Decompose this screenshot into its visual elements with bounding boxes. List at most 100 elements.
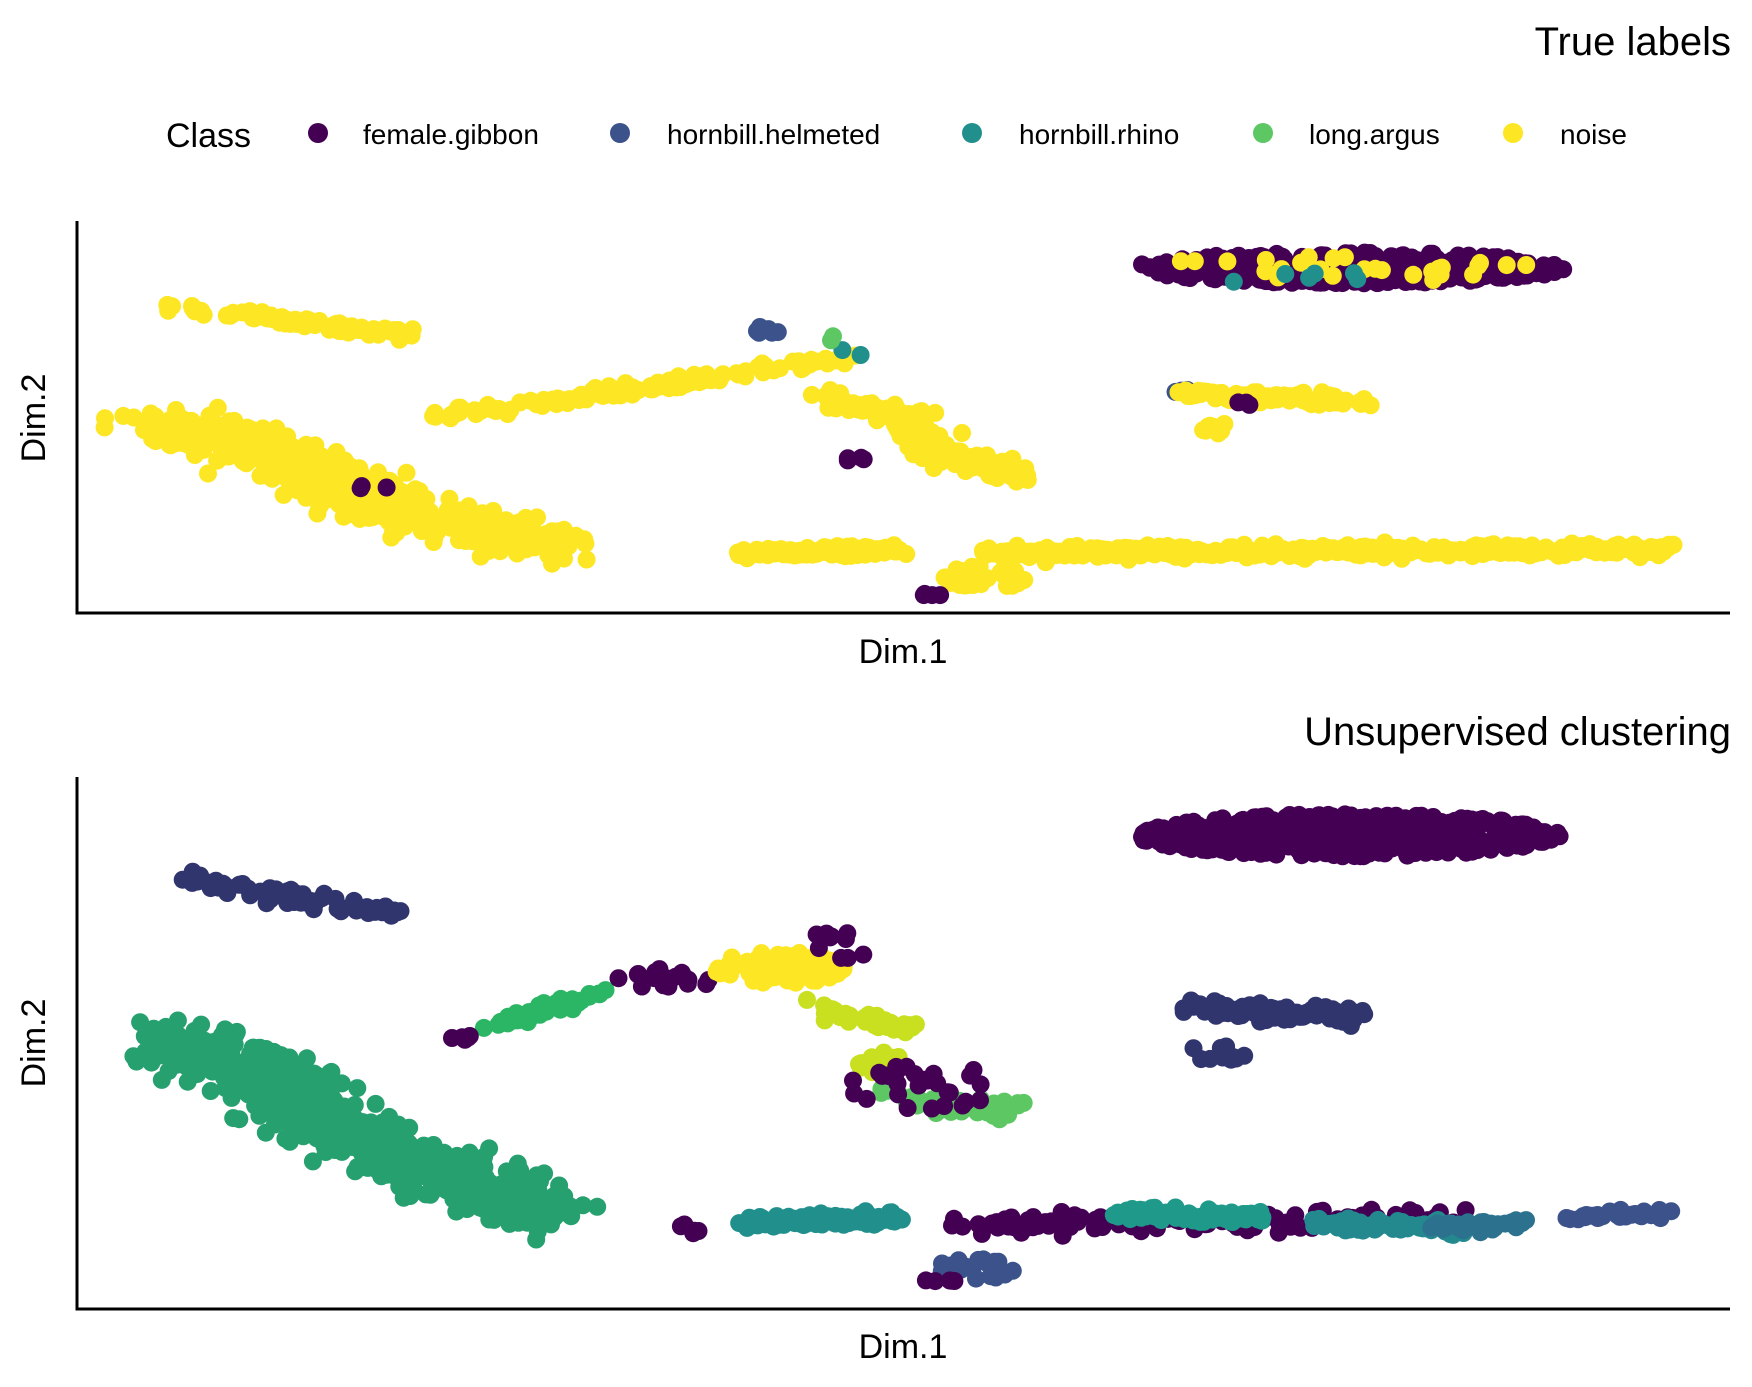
scatter-point bbox=[1405, 818, 1424, 837]
scatter-point bbox=[458, 1200, 476, 1219]
scatter-point bbox=[1254, 809, 1273, 828]
scatter-point bbox=[95, 418, 114, 437]
scatter-point bbox=[898, 1099, 917, 1117]
scatter-point bbox=[736, 362, 755, 381]
scatter-point bbox=[1356, 816, 1375, 835]
scatter-point bbox=[500, 1173, 519, 1192]
scatter-point bbox=[1487, 268, 1506, 287]
legend-label-noise: noise bbox=[1560, 119, 1627, 150]
scatter-point bbox=[1237, 999, 1256, 1018]
scatter-point bbox=[891, 408, 910, 427]
legend-label-hornbill-rhino: hornbill.rhino bbox=[1019, 119, 1179, 150]
scatter-point bbox=[297, 1049, 316, 1068]
scatter-point bbox=[378, 1147, 397, 1166]
scatter-point bbox=[729, 546, 748, 564]
scatter-point bbox=[1121, 1210, 1140, 1229]
scatter-point bbox=[308, 504, 327, 523]
scatter-point bbox=[1249, 1210, 1267, 1229]
scatter-point bbox=[320, 1100, 339, 1119]
panel2-x-axis-label: Dim.1 bbox=[859, 1328, 948, 1366]
scatter-point bbox=[178, 1072, 197, 1091]
scatter-point bbox=[1611, 1202, 1630, 1221]
scatter-point bbox=[979, 544, 998, 563]
scatter-point bbox=[752, 944, 771, 963]
scatter-point bbox=[961, 1066, 980, 1085]
scatter-point bbox=[972, 575, 991, 594]
scatter-point bbox=[838, 449, 857, 468]
scatter-point bbox=[345, 1096, 364, 1114]
scatter-point bbox=[279, 314, 298, 333]
scatter-point bbox=[845, 1084, 864, 1103]
scatter-point bbox=[1431, 1216, 1450, 1235]
scatter-point bbox=[1424, 823, 1443, 842]
scatter-point bbox=[506, 1011, 525, 1030]
scatter-point bbox=[1150, 832, 1168, 851]
scatter-point bbox=[1009, 1096, 1028, 1115]
scatter-point bbox=[474, 1018, 493, 1037]
scatter-point bbox=[461, 1175, 479, 1194]
scatter-point bbox=[190, 1052, 209, 1071]
scatter-point bbox=[1176, 1207, 1195, 1226]
scatter-point bbox=[348, 1079, 367, 1098]
scatter-point bbox=[738, 952, 757, 971]
scatter-point bbox=[348, 320, 367, 339]
scatter-point bbox=[459, 1156, 478, 1175]
scatter-point bbox=[1455, 841, 1474, 860]
scatter-point bbox=[897, 1057, 916, 1076]
scatter-point bbox=[817, 924, 836, 943]
scatter-point bbox=[402, 1144, 421, 1163]
legend-key-long-argus bbox=[1253, 123, 1273, 143]
scatter-point bbox=[838, 924, 857, 943]
scatter-point bbox=[1256, 262, 1275, 281]
scatter-point bbox=[1344, 1010, 1363, 1029]
scatter-point bbox=[400, 1118, 419, 1137]
scatter-point bbox=[233, 875, 252, 893]
scatter-point bbox=[402, 497, 421, 516]
scatter-point bbox=[882, 1016, 901, 1035]
scatter-point bbox=[592, 383, 611, 402]
scatter-point bbox=[1093, 1218, 1112, 1236]
legend-entry-noise: noise bbox=[1503, 119, 1627, 150]
scatter-point bbox=[425, 529, 444, 548]
scatter-point bbox=[916, 447, 934, 465]
scatter-point bbox=[1545, 256, 1564, 274]
legend-entry-hornbill-rhino: hornbill.rhino bbox=[962, 119, 1179, 150]
scatter-point bbox=[1225, 826, 1244, 845]
scatter-point bbox=[1528, 543, 1547, 562]
scatter-point bbox=[786, 973, 805, 992]
scatter-point bbox=[312, 1124, 331, 1143]
scatter-point bbox=[1181, 545, 1200, 564]
scatter-point bbox=[332, 902, 350, 921]
scatter-point bbox=[496, 511, 515, 530]
scatter-point bbox=[270, 466, 289, 485]
scatter-point bbox=[803, 971, 822, 990]
legend-key-hornbill-helmeted bbox=[610, 123, 630, 143]
scatter-point bbox=[444, 405, 463, 424]
scatter-point bbox=[1222, 1203, 1241, 1222]
scatter-point bbox=[475, 511, 494, 530]
scatter-point bbox=[458, 528, 477, 547]
scatter-point bbox=[511, 1161, 530, 1180]
scatter-point bbox=[1497, 256, 1516, 275]
scatter-point bbox=[984, 1106, 1003, 1125]
scatter-point bbox=[1642, 1206, 1661, 1225]
scatter-point bbox=[577, 550, 596, 569]
scatter-point bbox=[1493, 812, 1511, 831]
scatter-point bbox=[678, 974, 697, 993]
scatter-point bbox=[1350, 393, 1369, 412]
scatter-point bbox=[1189, 816, 1208, 835]
scatter-point bbox=[232, 1073, 251, 1092]
scatter-point bbox=[147, 416, 166, 435]
scatter-point bbox=[834, 391, 852, 410]
scatter-point bbox=[1217, 997, 1236, 1015]
scatter-point bbox=[366, 1094, 385, 1113]
scatter-point bbox=[995, 1092, 1014, 1111]
scatter-point bbox=[437, 1181, 456, 1200]
scatter-point bbox=[152, 1070, 171, 1089]
scatter-point bbox=[274, 485, 293, 504]
scatter-point bbox=[1511, 821, 1530, 839]
scatter-point bbox=[1340, 809, 1359, 828]
scatter-point bbox=[984, 1214, 1003, 1233]
scatter-point bbox=[1239, 250, 1258, 269]
